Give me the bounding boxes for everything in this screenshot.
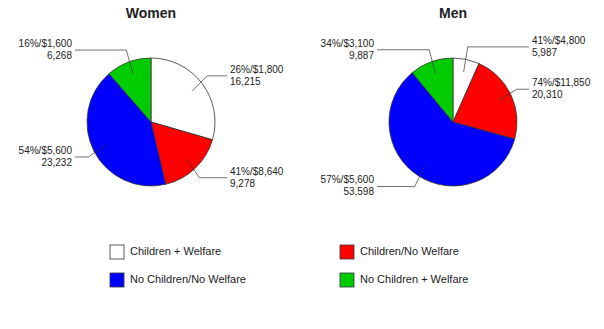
annotation: 74%/$11,85020,310: [532, 77, 591, 100]
legend-swatch: [340, 245, 354, 259]
legend-item: No Children/No Welfare: [110, 273, 246, 287]
annotation: 41%/$4,8005,987: [532, 35, 586, 58]
legend-swatch: [110, 273, 124, 287]
pie-slice: [109, 58, 151, 122]
annotations: 41%/$4,8005,987 74%/$11,85020,310 57%/$5,6…: [321, 35, 591, 198]
legend-label: Children/No Welfare: [360, 245, 459, 257]
annotation: 57%/$5,60053,598: [321, 174, 375, 197]
annotation: 54%/$5,60023,232: [19, 145, 73, 168]
annotation-line-text: 16,215: [230, 76, 261, 87]
annotation: 41%/$8,6409,278: [230, 165, 284, 188]
slices: [389, 58, 517, 186]
annotation-line-text: 41%/$4,800: [532, 35, 586, 46]
annotation-line: [192, 76, 227, 91]
annotation-line-text: 74%/$11,850: [532, 77, 591, 88]
annotation-line: [499, 89, 529, 100]
pie-chart: 41%/$4,8005,987 74%/$11,85020,310 57%/$5,6…: [321, 35, 591, 198]
annotation-line: [464, 47, 529, 72]
annotations: 26%/$1,80016,215 41%/$8,6409,278 54%/$5,60…: [19, 38, 284, 189]
annotation-line-text: 5,987: [532, 47, 557, 58]
annotation-line-text: 54%/$5,600: [19, 145, 73, 156]
annotation-line-text: 53,598: [343, 186, 374, 197]
legend-item: No Children + Welfare: [340, 273, 468, 287]
legend-label: No Children/No Welfare: [130, 273, 246, 285]
legend: Children + Welfare Children/No Welfare No …: [110, 245, 468, 287]
legend-label: Children + Welfare: [130, 245, 221, 257]
annotation-line: [75, 145, 105, 157]
annotation-line-text: 26%/$1,800: [230, 64, 284, 75]
legend-item: Children + Welfare: [110, 245, 221, 259]
legend-swatch: [110, 245, 124, 259]
annotation-line: [186, 159, 227, 178]
legend-swatch: [340, 273, 354, 287]
legend-label: No Children + Welfare: [360, 273, 468, 285]
legend-item: Children/No Welfare: [340, 245, 459, 259]
annotation: 26%/$1,80016,215: [230, 64, 284, 87]
annotation-line-text: 23,232: [41, 157, 72, 168]
annotation-line-text: 57%/$5,600: [321, 174, 375, 185]
chart-title: Women: [126, 5, 176, 21]
annotation-line: [377, 165, 425, 186]
pie-chart: 26%/$1,80016,215 41%/$8,6409,278 54%/$5,60…: [19, 38, 284, 189]
annotation-line: [75, 50, 133, 74]
pie-slice: [412, 58, 453, 122]
annotation-line-text: 9,887: [349, 49, 374, 60]
annotation: 16%/$1,6006,268: [19, 38, 73, 61]
annotation-line: [377, 50, 436, 74]
annotation-line-text: 16%/$1,600: [19, 38, 73, 49]
annotation-line-text: 9,278: [230, 177, 255, 188]
annotation-line-text: 20,310: [532, 89, 563, 100]
annotation: 34%/$3,1009,887: [321, 37, 375, 60]
chart-title: Men: [439, 5, 467, 21]
annotation-line-text: 34%/$3,100: [321, 37, 375, 48]
annotation-line-text: 41%/$8,640: [230, 165, 284, 176]
annotation-line-text: 6,268: [47, 50, 72, 61]
chart-root: 26%/$1,80016,215 41%/$8,6409,278 54%/$5,60…: [0, 0, 604, 329]
slices: [87, 58, 215, 186]
